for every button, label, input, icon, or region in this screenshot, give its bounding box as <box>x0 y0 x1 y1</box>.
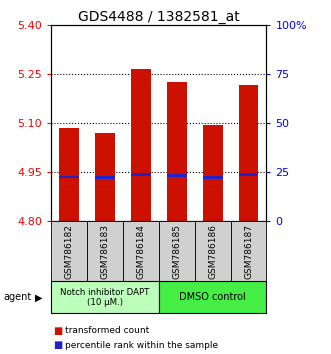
Bar <box>239 173 259 176</box>
Text: Notch inhibitor DAPT
(10 μM.): Notch inhibitor DAPT (10 μM.) <box>60 288 150 307</box>
Bar <box>159 221 195 281</box>
Text: GSM786182: GSM786182 <box>65 224 74 279</box>
Title: GDS4488 / 1382581_at: GDS4488 / 1382581_at <box>78 10 240 24</box>
Bar <box>51 221 87 281</box>
Text: ■: ■ <box>53 326 62 336</box>
Bar <box>239 85 259 221</box>
Bar <box>203 125 222 221</box>
Bar <box>59 128 79 221</box>
Bar <box>195 221 231 281</box>
Text: DMSO control: DMSO control <box>179 292 246 302</box>
Bar <box>167 174 187 177</box>
Bar <box>95 133 115 221</box>
Bar <box>87 221 123 281</box>
Bar <box>131 173 151 176</box>
Text: transformed count: transformed count <box>65 326 149 336</box>
Text: ■: ■ <box>53 340 62 350</box>
Bar <box>95 176 115 179</box>
Bar <box>231 221 266 281</box>
Bar <box>131 69 151 221</box>
Bar <box>51 281 159 313</box>
Text: GSM786185: GSM786185 <box>172 224 181 279</box>
Bar <box>167 82 187 221</box>
Text: GSM786187: GSM786187 <box>244 224 253 279</box>
Text: GSM786183: GSM786183 <box>101 224 110 279</box>
Text: percentile rank within the sample: percentile rank within the sample <box>65 341 218 350</box>
Bar <box>203 176 222 179</box>
Text: agent: agent <box>3 292 31 302</box>
Text: GSM786186: GSM786186 <box>208 224 217 279</box>
Text: GSM786184: GSM786184 <box>136 224 145 279</box>
Text: ▶: ▶ <box>35 292 42 302</box>
Bar <box>59 176 79 178</box>
Bar <box>123 221 159 281</box>
Bar <box>159 281 266 313</box>
